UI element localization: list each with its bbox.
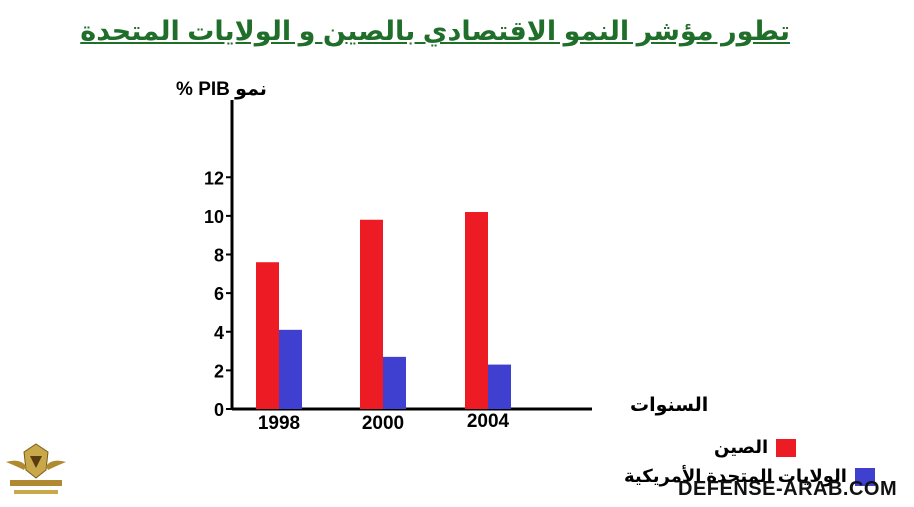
x-tick-label: 2000 bbox=[362, 413, 404, 434]
y-tick-label: 12 bbox=[204, 168, 224, 188]
bar-usa-2000 bbox=[383, 356, 406, 409]
x-axis-label: السنوات bbox=[630, 395, 709, 416]
y-tick-label: 6 bbox=[214, 284, 224, 304]
legend-swatch-usa bbox=[854, 467, 875, 486]
chart-title: تطور مؤشر النمو الاقتصادي بالصين و الولا… bbox=[80, 16, 790, 46]
y-tick-label: 8 bbox=[214, 246, 224, 266]
legend-label-china: الصين bbox=[714, 437, 769, 457]
bar-china-2004 bbox=[465, 212, 488, 409]
legend-item-china: الصين bbox=[714, 437, 797, 458]
legend-label-usa: الولايات المتحدة الأمريكية bbox=[624, 466, 847, 486]
x-tick-label: 2004 bbox=[467, 411, 510, 432]
bar-usa-1998 bbox=[279, 329, 302, 409]
legend-swatch-china bbox=[776, 438, 797, 457]
bar-usa-2004 bbox=[488, 364, 511, 409]
bar-china-2000 bbox=[360, 219, 383, 409]
x-tick-label: 1998 bbox=[258, 413, 300, 434]
x-ticks: 1998 2000 2004 bbox=[258, 411, 510, 434]
bars bbox=[256, 212, 511, 409]
y-ticks: 0 2 4 6 8 10 12 bbox=[204, 168, 232, 420]
y-axis-label: نمو PIB % bbox=[176, 79, 267, 100]
arab-defense-forum-logo bbox=[6, 443, 66, 494]
y-tick-label: 10 bbox=[204, 207, 224, 227]
y-tick-label: 4 bbox=[214, 323, 224, 343]
legend-item-usa: الولايات المتحدة الأمريكية bbox=[624, 466, 875, 487]
y-tick-label: 0 bbox=[214, 400, 224, 420]
bar-china-1998 bbox=[256, 262, 279, 409]
watermark: DEFENSE-ARAB.COM bbox=[678, 478, 898, 500]
y-tick-label: 2 bbox=[214, 361, 224, 381]
